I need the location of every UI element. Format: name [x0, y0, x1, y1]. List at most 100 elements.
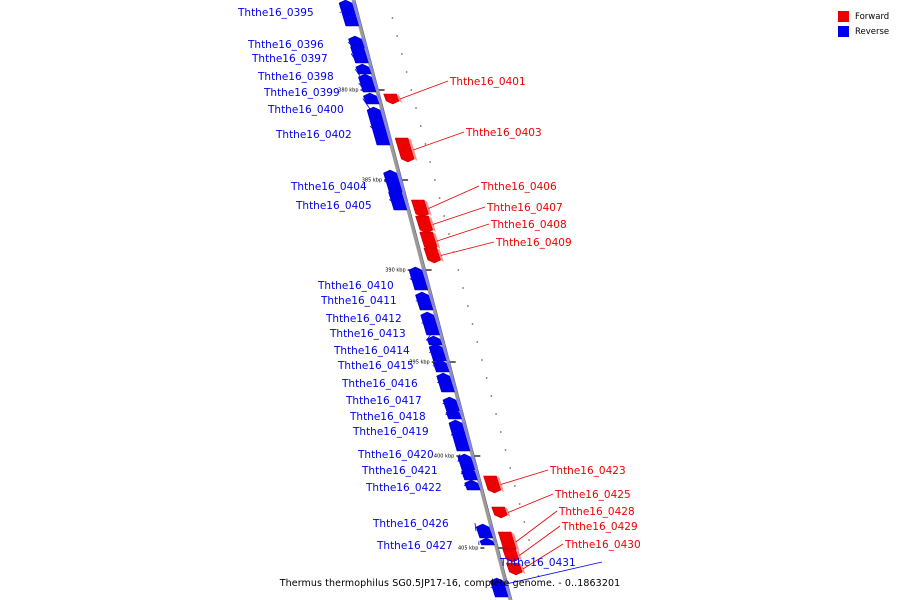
- gene-block-side: [428, 292, 437, 309]
- gene-block[interactable]: [415, 291, 434, 311]
- gene-leader-line: [415, 299, 424, 302]
- gene-leader-line: [507, 493, 554, 513]
- gene-block[interactable]: [366, 106, 391, 146]
- gene-leader-line: [445, 413, 453, 417]
- gene-label[interactable]: Ththe16_0429: [561, 521, 638, 533]
- gene-leader-line: [347, 41, 351, 45]
- gene-label[interactable]: Ththe16_0417: [345, 395, 422, 407]
- gene-leader-line: [432, 364, 441, 367]
- gene-block-side: [408, 138, 418, 161]
- gene-label[interactable]: Ththe16_0420: [357, 449, 434, 461]
- gene-label[interactable]: Ththe16_0421: [361, 465, 438, 477]
- gene-label[interactable]: Ththe16_0410: [317, 280, 394, 292]
- gene-block-side: [492, 538, 498, 544]
- gene-block-side: [489, 524, 496, 537]
- gene-label[interactable]: Ththe16_0412: [325, 313, 402, 325]
- gene-block[interactable]: [423, 247, 442, 264]
- gene-label[interactable]: Ththe16_0416: [341, 378, 418, 390]
- gene-label[interactable]: Ththe16_0407: [486, 202, 563, 214]
- gene-block[interactable]: [436, 372, 455, 393]
- gene-block[interactable]: [432, 359, 450, 373]
- gene-block[interactable]: [448, 419, 471, 452]
- gene-leader-line: [436, 223, 490, 242]
- gene-block-side: [477, 480, 484, 489]
- forward-swatch: [838, 11, 849, 22]
- gene-label[interactable]: Ththe16_0399: [263, 87, 340, 99]
- gene-block[interactable]: [420, 311, 440, 336]
- gene-leader-line: [429, 349, 437, 353]
- gene-label[interactable]: Ththe16_0428: [558, 506, 635, 518]
- gene-block-side: [352, 0, 362, 25]
- gene-block-side: [401, 189, 410, 209]
- gene-block[interactable]: [502, 548, 520, 563]
- gene-block[interactable]: [363, 92, 380, 105]
- gene-label[interactable]: Ththe16_0422: [365, 482, 442, 494]
- gene-label[interactable]: Ththe16_0406: [480, 181, 557, 193]
- gene-block-side: [461, 420, 474, 450]
- gene-block[interactable]: [415, 215, 434, 234]
- gene-block-side: [428, 216, 436, 232]
- gene-label[interactable]: Ththe16_0405: [295, 200, 372, 212]
- gene-label[interactable]: Ththe16_0397: [251, 53, 328, 65]
- gene-label[interactable]: Ththe16_0425: [554, 489, 631, 501]
- gene-label[interactable]: Ththe16_0427: [376, 540, 453, 552]
- gene-label[interactable]: Ththe16_0419: [352, 426, 429, 438]
- gene-leader-line: [413, 131, 465, 151]
- tick-label: 380 kbp: [338, 88, 358, 94]
- gene-block-side: [368, 64, 375, 73]
- gene-block[interactable]: [491, 506, 508, 519]
- gene-block-side: [433, 312, 443, 334]
- gene-block-side: [496, 476, 505, 492]
- gene-label[interactable]: Ththe16_0418: [349, 411, 426, 423]
- gene-block[interactable]: [445, 408, 462, 420]
- gene-block[interactable]: [388, 188, 408, 211]
- gene-block[interactable]: [489, 577, 509, 598]
- gene-label[interactable]: Ththe16_0415: [337, 360, 414, 372]
- gene-block[interactable]: [464, 479, 481, 491]
- gene-block[interactable]: [383, 93, 400, 105]
- gene-leader-line: [515, 510, 558, 543]
- gene-block[interactable]: [408, 266, 429, 291]
- gene-label[interactable]: Ththe16_0401: [449, 76, 526, 88]
- gene-label[interactable]: Ththe16_0404: [290, 181, 367, 193]
- gene-block[interactable]: [410, 199, 430, 218]
- gene-block-side: [436, 248, 444, 262]
- gene-label[interactable]: Ththe16_0403: [465, 127, 542, 139]
- gene-label[interactable]: Ththe16_0426: [372, 518, 449, 530]
- gene-label[interactable]: Ththe16_0408: [490, 219, 567, 231]
- gene-leader-line: [457, 453, 461, 463]
- gene-label[interactable]: Ththe16_0411: [320, 295, 397, 307]
- gene-block[interactable]: [394, 137, 415, 163]
- gene-leader-line: [500, 469, 549, 485]
- gene-label[interactable]: Ththe16_0402: [275, 129, 352, 141]
- gene-label[interactable]: Ththe16_0395: [237, 7, 314, 19]
- gene-block-side: [449, 373, 458, 391]
- gene-block[interactable]: [338, 0, 360, 27]
- gene-label[interactable]: Ththe16_0398: [257, 71, 334, 83]
- gene-block-side: [396, 94, 403, 103]
- gene-label[interactable]: Ththe16_0413: [329, 328, 406, 340]
- gene-label[interactable]: Ththe16_0396: [247, 39, 324, 51]
- gene-block[interactable]: [505, 562, 523, 576]
- gene-block[interactable]: [483, 475, 502, 494]
- gene-label[interactable]: Ththe16_0430: [564, 539, 641, 551]
- gene-block-side: [519, 563, 526, 574]
- gene-leader-line: [399, 80, 449, 100]
- gene-block-side: [446, 360, 453, 371]
- gene-block-side: [470, 454, 478, 469]
- gene-block[interactable]: [350, 43, 369, 64]
- gene-block-side: [371, 74, 380, 91]
- gene-label[interactable]: Ththe16_0409: [495, 237, 572, 249]
- gene-block[interactable]: [479, 537, 495, 546]
- gene-leader-line: [358, 82, 367, 93]
- gene-label[interactable]: Ththe16_0414: [333, 345, 410, 357]
- gene-leader-line: [425, 332, 433, 341]
- tick-label: 405 kbp: [458, 546, 478, 552]
- gene-label[interactable]: Ththe16_0423: [549, 465, 626, 477]
- legend: Forward Reverse: [838, 9, 889, 39]
- gene-label[interactable]: Ththe16_0431: [499, 557, 576, 569]
- tick-label: 390 kbp: [385, 268, 405, 274]
- gene-label[interactable]: Ththe16_0400: [267, 104, 344, 116]
- gene-leader-line: [362, 98, 371, 110]
- map-caption: Thermus thermophilus SG0.5JP17-16, compl…: [279, 578, 621, 589]
